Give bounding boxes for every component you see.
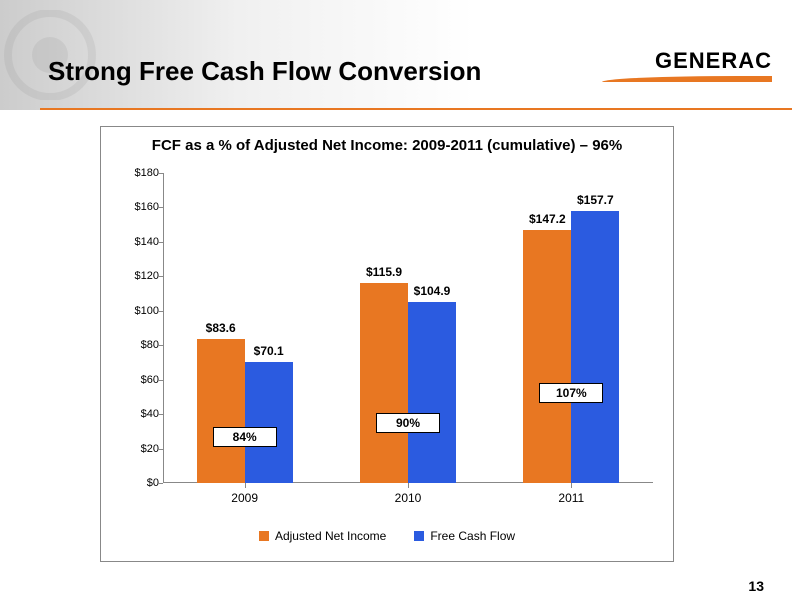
legend-item: Adjusted Net Income [259, 529, 386, 543]
bar-value-label: $147.2 [523, 212, 571, 226]
chart-legend: Adjusted Net Income Free Cash Flow [101, 529, 673, 543]
chart-frame: FCF as a % of Adjusted Net Income: 2009-… [100, 126, 674, 562]
chart-plot-area: $0$20$40$60$80$100$120$140$160$180$83.6$… [163, 173, 653, 483]
x-tick-mark [571, 483, 572, 488]
bar: $70.1 [245, 362, 293, 483]
y-tick-label: $40 [117, 408, 159, 420]
legend-swatch [414, 531, 424, 541]
y-tick-mark [158, 345, 163, 346]
y-tick-label: $120 [117, 270, 159, 282]
bar: $147.2 [523, 230, 571, 484]
y-tick-mark [158, 483, 163, 484]
bar-value-label: $157.7 [571, 193, 619, 207]
brand-logo: GENERAC [602, 48, 772, 82]
brand-logo-swoosh [602, 76, 772, 82]
legend-label: Adjusted Net Income [275, 529, 386, 543]
header-divider [40, 108, 792, 110]
y-tick-mark [158, 311, 163, 312]
y-tick-label: $140 [117, 236, 159, 248]
y-tick-mark [158, 242, 163, 243]
category-label: 2010 [348, 491, 468, 505]
bar: $115.9 [360, 283, 408, 483]
x-tick-mark [408, 483, 409, 488]
brand-logo-text: GENERAC [602, 48, 772, 74]
chart-title: FCF as a % of Adjusted Net Income: 2009-… [101, 137, 673, 154]
y-tick-label: $100 [117, 305, 159, 317]
y-tick-mark [158, 380, 163, 381]
pct-callout: 84% [213, 427, 277, 447]
bar-value-label: $70.1 [245, 344, 293, 358]
pct-callout: 107% [539, 383, 603, 403]
y-tick-mark [158, 207, 163, 208]
bar-value-label: $83.6 [197, 321, 245, 335]
bar: $104.9 [408, 302, 456, 483]
y-tick-label: $60 [117, 374, 159, 386]
y-tick-mark [158, 449, 163, 450]
slide-title: Strong Free Cash Flow Conversion [48, 56, 481, 87]
pct-callout: 90% [376, 413, 440, 433]
y-tick-label: $20 [117, 443, 159, 455]
category-label: 2009 [185, 491, 305, 505]
y-tick-label: $80 [117, 339, 159, 351]
legend-label: Free Cash Flow [430, 529, 515, 543]
legend-item: Free Cash Flow [414, 529, 515, 543]
y-tick-label: $160 [117, 201, 159, 213]
page-number: 13 [748, 578, 764, 594]
y-tick-mark [158, 276, 163, 277]
bar-value-label: $115.9 [360, 265, 408, 279]
bar: $157.7 [571, 211, 619, 483]
y-tick-mark [158, 173, 163, 174]
bar: $83.6 [197, 339, 245, 483]
y-tick-label: $180 [117, 167, 159, 179]
x-tick-mark [245, 483, 246, 488]
y-tick-label: $0 [117, 477, 159, 489]
legend-swatch [259, 531, 269, 541]
category-label: 2011 [511, 491, 631, 505]
y-tick-mark [158, 414, 163, 415]
bar-value-label: $104.9 [408, 284, 456, 298]
y-axis-line [163, 173, 164, 483]
